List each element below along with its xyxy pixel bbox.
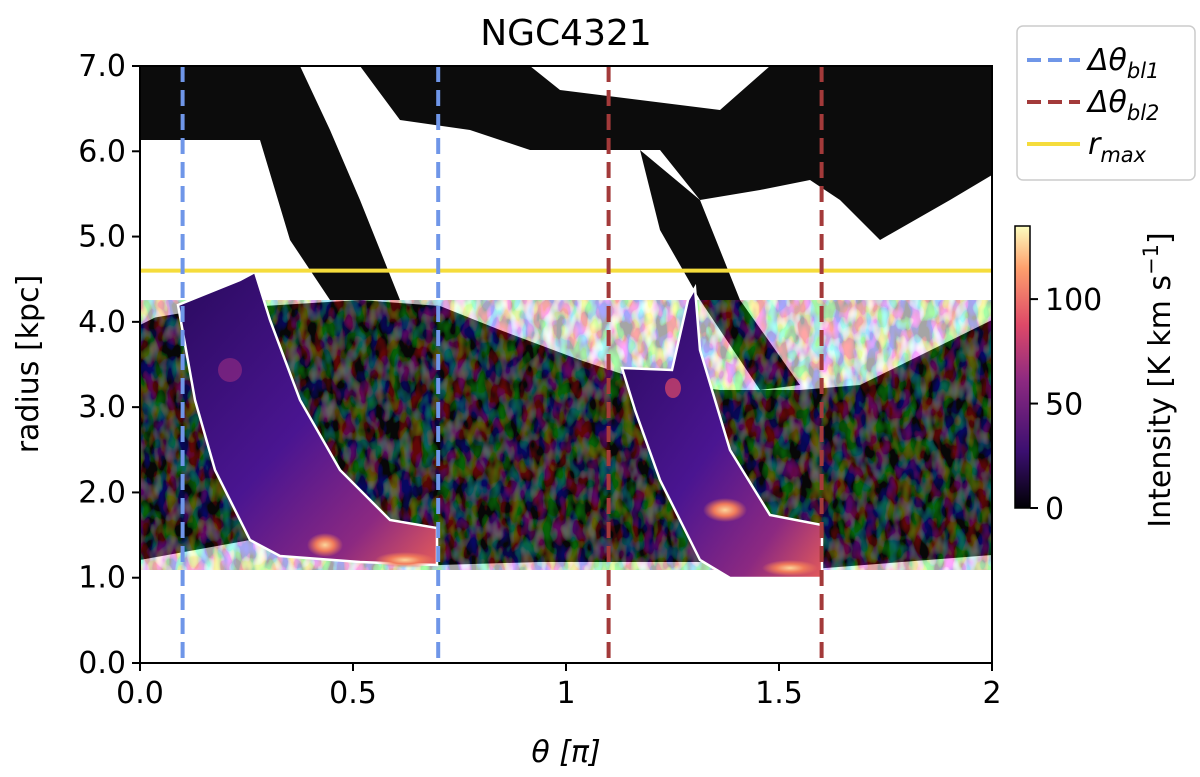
colorbar-tick-label: 50: [1045, 388, 1083, 423]
y-tick-label: 5.0: [78, 220, 126, 255]
x-axis-label: θ [π]: [531, 735, 600, 770]
y-axis-label: radius [kpc]: [11, 275, 46, 454]
x-tick-label: 1.5: [755, 676, 803, 711]
x-tick-label: 2: [982, 676, 1001, 711]
y-tick-label: 0.0: [78, 646, 126, 681]
y-axis-ticks: 0.0 1.0 2.0 3.0 4.0 5.0 6.0 7.0: [78, 49, 140, 681]
x-tick-label: 1: [556, 676, 575, 711]
legend-label: Δθbl2: [1086, 85, 1159, 125]
x-axis-ticks: 0.0 0.5 1 1.5 2: [116, 663, 1002, 711]
y-tick-label: 6.0: [78, 134, 126, 169]
region-bar-lane-2: [620, 283, 824, 580]
colorbar-label: Intensity [K km s−1]: [1139, 232, 1178, 527]
colorbar-tick-label: 100: [1045, 283, 1102, 318]
vertical-lines: [180, 66, 824, 663]
colorbar: 0 50 100 Intensity [K km s−1]: [1014, 225, 1178, 528]
y-tick-label: 4.0: [78, 305, 126, 340]
y-tick-label: 1.0: [78, 561, 126, 596]
legend-label: rmax: [1088, 127, 1147, 167]
chart-title: NGC4321: [480, 13, 652, 54]
x-tick-label: 0.0: [116, 676, 164, 711]
y-tick-label: 2.0: [78, 475, 126, 510]
legend-label: Δθbl1: [1086, 43, 1159, 83]
y-tick-label: 7.0: [78, 49, 126, 84]
colorbar-tick-label: 0: [1045, 492, 1064, 527]
y-tick-label: 3.0: [78, 390, 126, 425]
image-area: [140, 66, 992, 663]
x-tick-label: 0.5: [329, 676, 377, 711]
